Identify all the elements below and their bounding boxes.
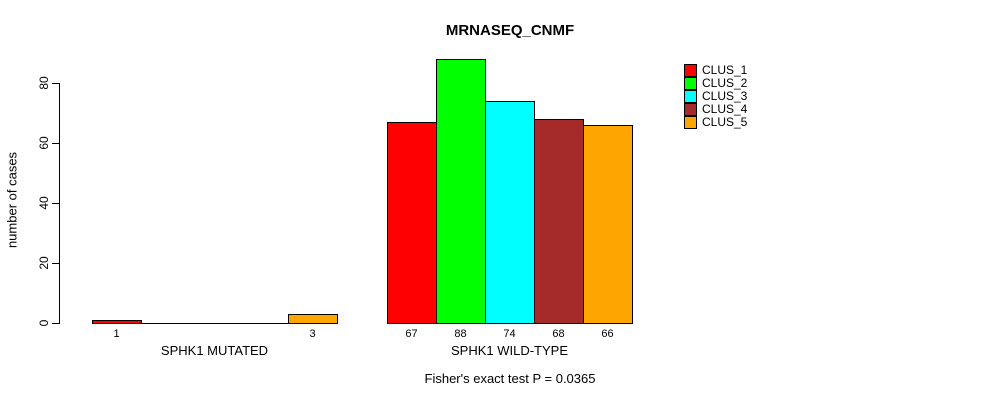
bar-value-label: 74 xyxy=(503,328,516,340)
bar-value-label: 68 xyxy=(552,328,565,340)
bar-clus_5 xyxy=(288,314,338,324)
y-tick-label: 20 xyxy=(37,256,51,270)
bar-value-label: 88 xyxy=(454,328,467,340)
y-tick-mark xyxy=(52,263,59,264)
legend-swatch-icon xyxy=(684,103,697,116)
legend-swatch-icon xyxy=(684,116,697,129)
y-tick-label: 0 xyxy=(37,319,51,327)
bar-value-label: 3 xyxy=(309,328,316,340)
bar-value-label: 67 xyxy=(405,328,418,340)
y-axis-line xyxy=(59,83,60,324)
bar-clus_1 xyxy=(387,122,437,324)
group-baseline xyxy=(92,323,338,324)
bar-clus_4 xyxy=(534,119,584,324)
y-tick-label: 80 xyxy=(37,76,51,90)
bar-clus_1 xyxy=(92,320,142,324)
y-tick-label: 60 xyxy=(37,136,51,150)
y-tick-mark xyxy=(52,83,59,84)
legend-label: CLUS_2 xyxy=(702,76,748,90)
fisher-test-note: Fisher's exact test P = 0.0365 xyxy=(424,371,596,386)
legend-row-clus_3: CLUS_3 xyxy=(684,90,747,103)
legend-swatch-icon xyxy=(684,90,697,103)
y-axis-title: number of cases xyxy=(4,151,20,249)
legend: CLUS_1 CLUS_2 CLUS_3 CLUS_4 CLUS_5 xyxy=(684,64,747,129)
y-tick-mark xyxy=(52,203,59,204)
legend-row-clus_2: CLUS_2 xyxy=(684,77,747,90)
y-tick-mark xyxy=(52,143,59,144)
legend-row-clus_5: CLUS_5 xyxy=(684,116,747,129)
bar-clus_5 xyxy=(583,125,633,324)
bar-value-label: 1 xyxy=(113,328,120,340)
legend-swatch-icon xyxy=(684,64,697,77)
group-label: SPHK1 WILD-TYPE xyxy=(450,343,569,358)
legend-label: CLUS_3 xyxy=(702,89,748,103)
legend-row-clus_4: CLUS_4 xyxy=(684,103,747,116)
legend-label: CLUS_5 xyxy=(702,115,748,129)
y-tick-label: 40 xyxy=(37,196,51,210)
legend-label: CLUS_1 xyxy=(702,63,748,77)
bar-value-label: 66 xyxy=(601,328,614,340)
legend-label: CLUS_4 xyxy=(702,102,748,116)
group-label: SPHK1 MUTATED xyxy=(160,343,269,358)
chart-title: MRNASEQ_CNMF xyxy=(445,22,575,39)
bar-clus_3 xyxy=(485,101,535,324)
legend-row-clus_1: CLUS_1 xyxy=(684,64,747,77)
bar-clus_2 xyxy=(436,59,486,324)
y-tick-mark xyxy=(52,323,59,324)
legend-swatch-icon xyxy=(684,77,697,90)
